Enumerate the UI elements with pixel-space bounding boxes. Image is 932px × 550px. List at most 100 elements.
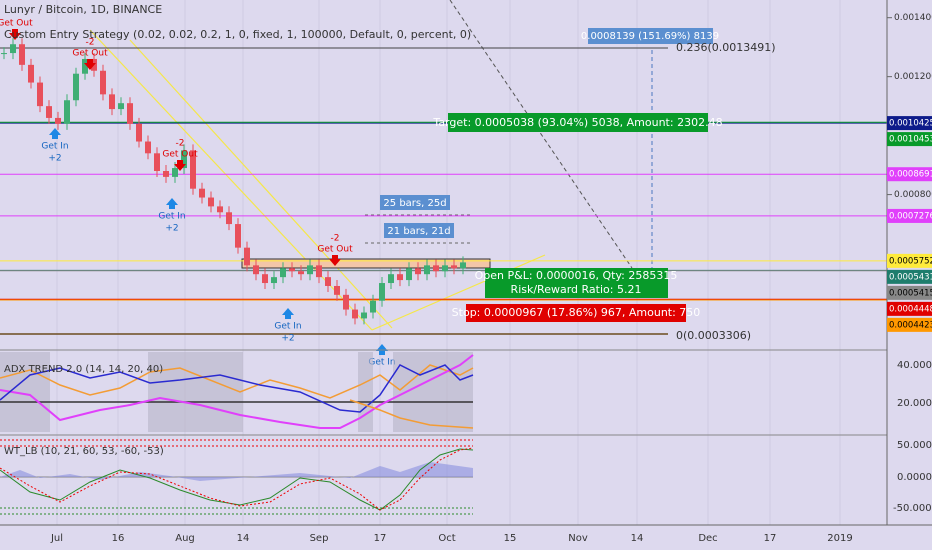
target-tag (448, 113, 708, 132)
level-tag (887, 253, 932, 268)
shade (358, 352, 373, 432)
candle (136, 123, 142, 142)
signal-arrow (166, 198, 178, 209)
level-label: 0.0005415 (889, 288, 932, 298)
fib-label: 0.236(0.0013491) (676, 41, 776, 54)
candle (235, 224, 241, 248)
bars-label: 21 bars, 21d (387, 226, 450, 237)
time-tick-label: 15 (504, 533, 517, 544)
level-label: 0.0005431 (889, 272, 932, 282)
indicator-title: ADX TREND 2.0 (14, 14, 20, 40) (4, 364, 163, 375)
candle (10, 44, 16, 54)
candle (244, 247, 250, 266)
candle (451, 265, 457, 269)
level-label: 0.0005752 (889, 256, 932, 266)
time-tick-label: 2019 (827, 533, 852, 544)
level-tag (887, 116, 932, 131)
time-tick-label: Sep (310, 533, 329, 544)
trend-line (449, 0, 633, 269)
indicator-line (0, 364, 474, 399)
candle (280, 268, 286, 278)
candle (145, 141, 151, 154)
candle (289, 268, 295, 272)
time-tick-label: 16 (112, 533, 125, 544)
candle (190, 150, 196, 189)
candle (361, 312, 367, 319)
pnl-tag (485, 268, 668, 298)
candle (100, 70, 106, 95)
time-tick-label: 14 (631, 533, 644, 544)
level-label: 0.0004423 (889, 320, 932, 330)
wave-line (0, 448, 474, 511)
signal-qty: -2 (176, 139, 185, 149)
time-tick-label: Nov (568, 533, 588, 544)
candle (343, 294, 349, 310)
level-tag (887, 208, 932, 223)
candle (316, 265, 322, 278)
signal-label: Get In (274, 322, 301, 332)
indicator-title: WT_LB (10, 21, 60, 53, -60, -53) (4, 446, 164, 457)
candle (55, 117, 61, 124)
signal-arrow (49, 128, 61, 139)
price-tick-label: 0.0008000 (894, 190, 932, 200)
candle (208, 197, 214, 207)
stop-label: Stop: 0.0000967 (17.86%) 967, Amount: 75… (452, 306, 701, 319)
candle (406, 268, 412, 281)
histogram (0, 462, 473, 481)
stop-tag (466, 304, 686, 322)
candle (64, 100, 70, 124)
level-tag (887, 285, 932, 300)
signal-label: Get Out (162, 150, 198, 160)
price-tick-label: 0.0014000 (894, 13, 932, 23)
signal-label: Get In (368, 358, 395, 368)
candle (19, 44, 25, 65)
candle (262, 274, 268, 284)
strategy-label: Custom Entry Strategy (0.02, 0.02, 0.2, … (4, 28, 471, 41)
signal-label: Get In (158, 212, 185, 222)
candle (253, 265, 259, 275)
time-tick-label: Aug (175, 533, 195, 544)
candle (307, 265, 313, 275)
candle (163, 171, 169, 177)
level-label: 0.0008691 (889, 170, 932, 180)
signal-label: Get In (41, 142, 68, 152)
fib-label: 0(0.0003306) (676, 329, 751, 342)
signal-arrow (282, 308, 294, 319)
signal-qty: +2 (281, 334, 294, 344)
signal-label: Get Out (0, 19, 33, 29)
target-label: Target: 0.0005038 (93.04%) 5038, Amount:… (432, 116, 722, 129)
candle (118, 103, 124, 110)
candles (1, 38, 466, 325)
indicator-tick: -50.0000 (893, 503, 932, 514)
indicator-line (0, 364, 474, 413)
trend-line (371, 254, 546, 331)
candle (433, 265, 439, 272)
candle (442, 265, 448, 272)
candle (199, 188, 205, 198)
shade (148, 352, 243, 432)
time-tick-label: 17 (374, 533, 387, 544)
candle (226, 212, 232, 225)
time-tick-label: Dec (698, 533, 717, 544)
bars-tag (380, 195, 450, 210)
candle (37, 82, 43, 107)
measure-label: 0.0008139 (151.69%) 8139 (581, 31, 719, 42)
candle (46, 106, 52, 118)
candle (109, 94, 115, 110)
time-tick-label: 14 (237, 533, 250, 544)
level-label: 0.0010453 (889, 135, 932, 145)
signal-arrow (84, 59, 96, 70)
signal-arrow (174, 160, 186, 171)
indicator-tick: 0.0000 (897, 472, 932, 483)
bars-label: 25 bars, 25d (383, 198, 446, 209)
level-tag (887, 269, 932, 284)
candle (325, 277, 331, 286)
candle (82, 58, 88, 74)
candle (352, 309, 358, 319)
level-tag (887, 167, 932, 182)
candle (415, 268, 421, 275)
